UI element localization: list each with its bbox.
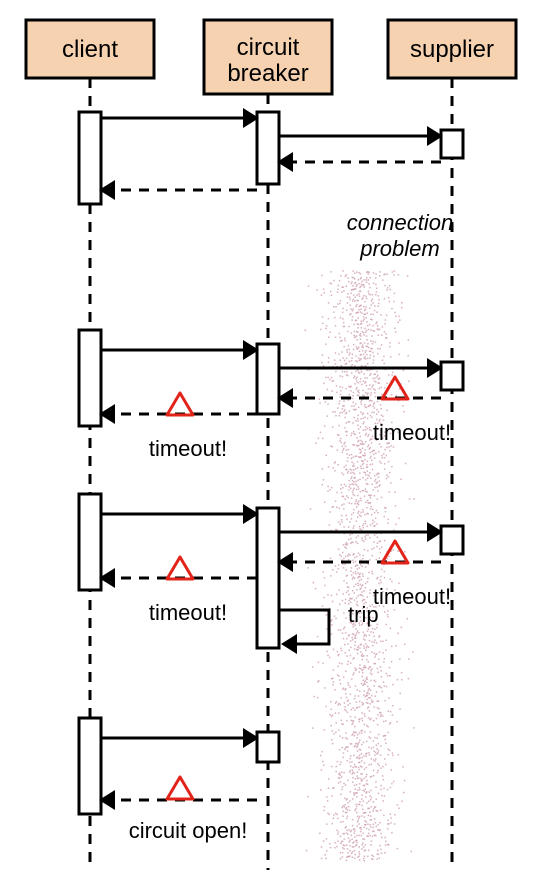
activation-c2 <box>79 330 101 426</box>
activation-c1 <box>79 112 101 204</box>
msg-label-m11: timeout! <box>373 584 451 609</box>
msg-label-m12: timeout! <box>149 600 227 625</box>
activation-b2 <box>257 344 279 414</box>
msg-label-m8: timeout! <box>149 436 227 461</box>
actor-label-breaker: circuitbreaker <box>227 34 308 87</box>
activation-c3 <box>79 494 101 590</box>
msg-label-trip: trip <box>348 602 379 627</box>
activation-s2 <box>441 362 463 390</box>
activation-b1 <box>257 112 279 184</box>
activation-s1 <box>441 130 463 158</box>
actor-label-supplier: supplier <box>410 36 494 63</box>
activation-s3 <box>441 526 463 554</box>
activation-b4 <box>257 732 279 762</box>
activation-c4 <box>79 718 101 814</box>
note-connection-problem: connectionproblem <box>347 210 453 261</box>
activation-b3 <box>257 508 279 648</box>
msg-label-m7: timeout! <box>373 420 451 445</box>
sequence-diagram: timeout!timeout!timeout!timeout!tripcirc… <box>0 0 558 882</box>
actor-label-client: client <box>62 36 118 63</box>
msg-label-m14: circuit open! <box>129 818 248 843</box>
